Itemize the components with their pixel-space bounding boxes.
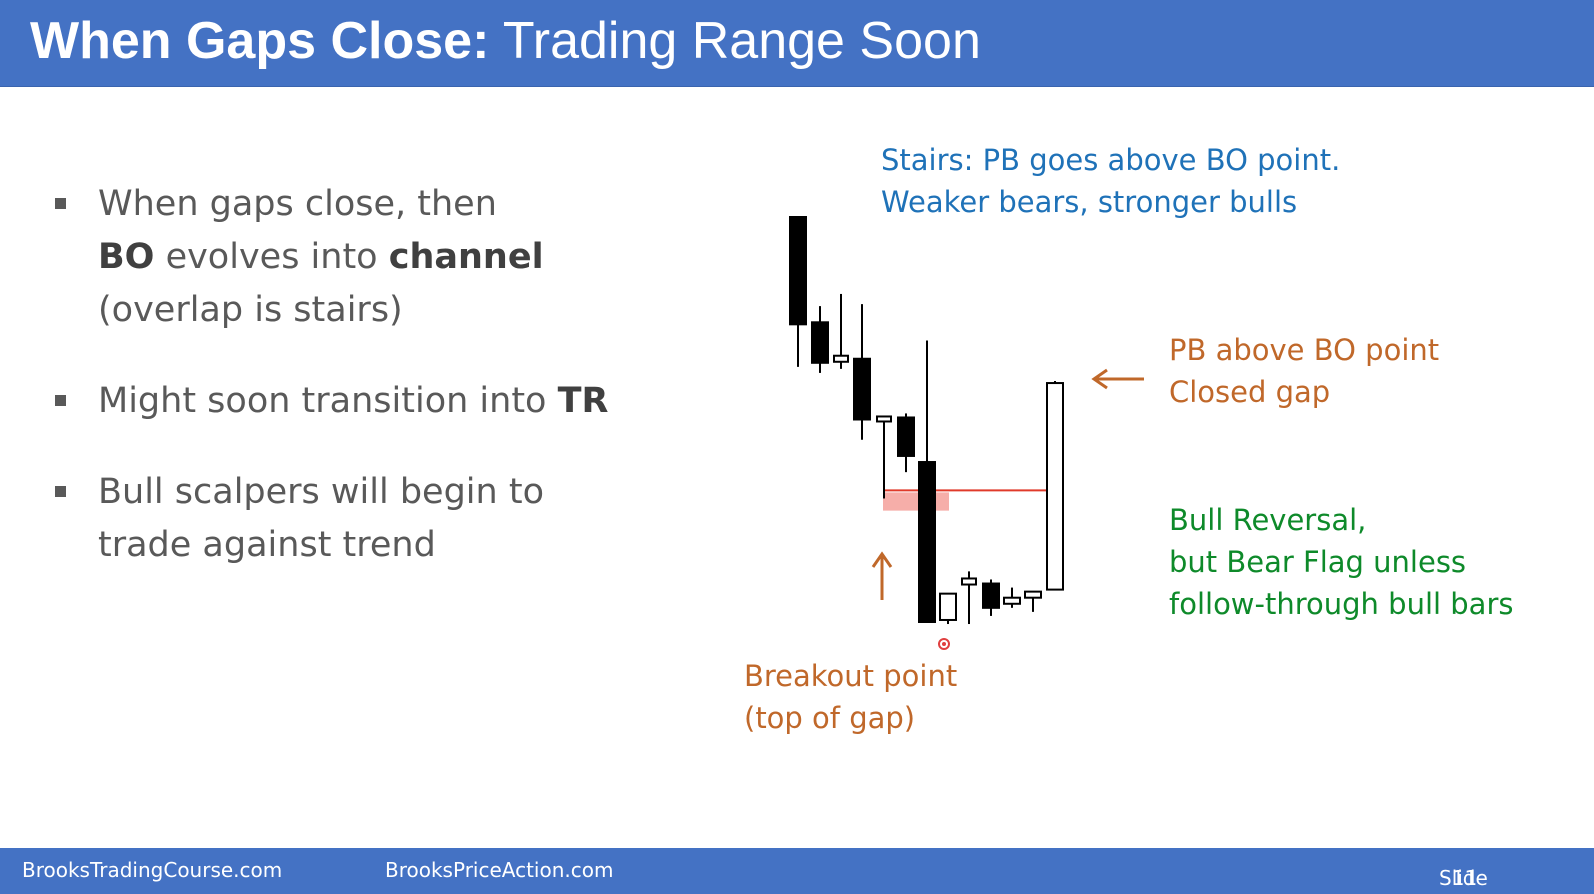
slide-number-value: 11 xyxy=(1451,866,1478,890)
bull-candle xyxy=(1024,590,1042,599)
bull-candle xyxy=(1046,382,1064,591)
candlestick-chart xyxy=(789,216,1144,650)
pb-annotation: PB above BO point Closed gap xyxy=(1169,329,1439,413)
reversal-line-3: follow-through bull bars xyxy=(1169,587,1514,621)
bear-candle xyxy=(897,416,915,457)
stairs-line-1: Stairs: PB goes above BO point. xyxy=(881,143,1341,177)
slide-header: When Gaps Close: Trading Range Soon xyxy=(0,0,1594,87)
bullet-item: Might soon transition into TR xyxy=(50,375,690,428)
bullet-list: When gaps close, then BO evolves into cha… xyxy=(50,178,690,610)
bear-candle xyxy=(811,321,829,364)
bullet-text: (overlap is stairs) xyxy=(98,290,403,330)
bullet-text: When gaps close, then xyxy=(98,184,497,224)
doji-candle xyxy=(833,354,849,363)
bullet-text: Might soon transition into xyxy=(98,381,558,421)
bull-candle xyxy=(939,592,957,621)
reversal-line-2: but Bear Flag unless xyxy=(1169,545,1467,579)
bullet-item: When gaps close, then BO evolves into cha… xyxy=(50,178,690,337)
bullet-bold-text: TR xyxy=(557,381,609,421)
cursor-dot-center xyxy=(942,642,946,646)
bullet-marker xyxy=(55,486,66,497)
slide-number: Slide 11 xyxy=(1439,856,1488,890)
breakout-line-1: Breakout point xyxy=(744,659,958,693)
slide-label: Slide xyxy=(1439,866,1488,890)
stairs-annotation: Stairs: PB goes above BO point. Weaker b… xyxy=(881,139,1340,223)
cursor-dot xyxy=(938,638,950,650)
bear-candle xyxy=(853,357,871,421)
bear-candle xyxy=(982,582,1000,609)
footer-site-2: BrooksPriceAction.com xyxy=(385,858,614,882)
up-arrow-head-icon xyxy=(871,551,893,568)
stairs-line-2: Weaker bears, stronger bulls xyxy=(881,185,1298,219)
doji-candle xyxy=(876,415,892,423)
bullet-text: evolves into xyxy=(154,237,389,277)
bullet-bold-text: channel xyxy=(388,237,544,277)
footer-site-1: BrooksTradingCourse.com xyxy=(22,858,283,882)
doji-candle xyxy=(961,577,977,586)
bullet-item: Bull scalpers will begin to trade against… xyxy=(50,466,690,572)
slide-footer: BrooksTradingCourse.com BrooksPriceActio… xyxy=(0,848,1594,894)
title-bold: When Gaps Close: xyxy=(30,12,490,70)
pb-line-1: PB above BO point xyxy=(1169,333,1440,367)
title-rest: Trading Range Soon xyxy=(489,12,981,70)
bull-candle xyxy=(1003,596,1021,605)
bullet-marker xyxy=(55,198,66,209)
pb-line-2: Closed gap xyxy=(1169,375,1331,409)
bear-candle xyxy=(918,461,936,623)
bullet-text: Bull scalpers will begin to xyxy=(98,472,544,512)
left-arrow-head-icon xyxy=(1091,368,1108,390)
bear-candle xyxy=(789,216,807,326)
reversal-line-1: Bull Reversal, xyxy=(1169,503,1367,537)
breakout-line-2: (top of gap) xyxy=(744,701,916,735)
bullet-bold-text: BO xyxy=(98,237,155,277)
bullet-text: trade against trend xyxy=(98,525,436,565)
slide-title: When Gaps Close: Trading Range Soon xyxy=(30,10,981,72)
gap-zone xyxy=(883,492,949,511)
reversal-annotation: Bull Reversal, but Bear Flag unless foll… xyxy=(1169,499,1514,625)
breakout-annotation: Breakout point (top of gap) xyxy=(744,655,957,739)
bullet-marker xyxy=(55,395,66,406)
